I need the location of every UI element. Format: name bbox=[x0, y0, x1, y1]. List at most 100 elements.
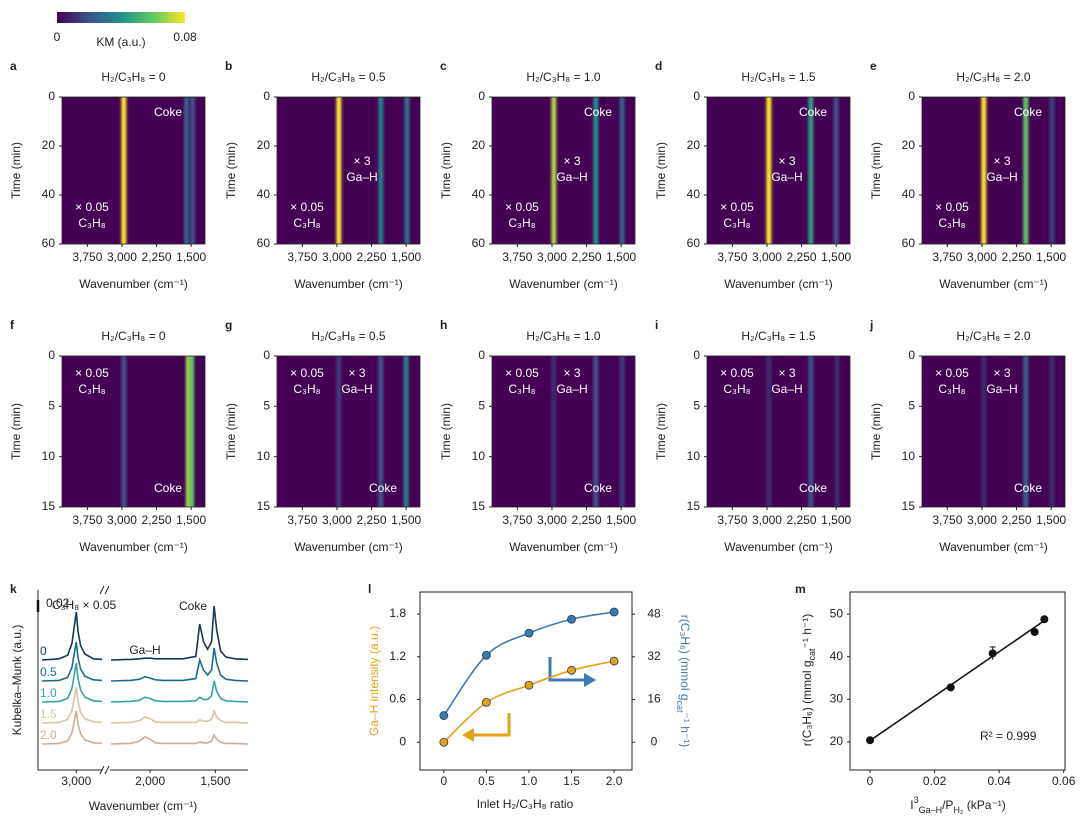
annotation: × 0.05 bbox=[505, 366, 539, 380]
colorbar bbox=[57, 12, 185, 23]
annotation: Ga–H bbox=[771, 170, 802, 184]
y-tick-label: 40 bbox=[687, 187, 701, 201]
series-label: 0 bbox=[40, 644, 47, 658]
point bbox=[946, 683, 955, 692]
panel-letter: b bbox=[225, 59, 232, 73]
panel-letter: a bbox=[10, 59, 17, 73]
annotation: × 3 bbox=[993, 154, 1010, 168]
annotation: × 3 bbox=[353, 154, 370, 168]
heatmap-background bbox=[277, 356, 420, 507]
label-part: (kPa⁻¹) bbox=[963, 798, 1005, 812]
point bbox=[988, 649, 997, 658]
band bbox=[336, 97, 342, 244]
y-tick-label: 0 bbox=[478, 89, 485, 103]
band bbox=[833, 97, 839, 244]
y-tick-label: 15 bbox=[42, 499, 56, 513]
x-axis-label: Wavenumber (cm⁻¹) bbox=[294, 277, 403, 291]
annotation: × 0.05 bbox=[720, 366, 754, 380]
annotation: Ga–H bbox=[341, 382, 372, 396]
series-label: 1.5 bbox=[40, 707, 57, 721]
x-axis-label: Wavenumber (cm⁻¹) bbox=[79, 277, 188, 291]
x-tick-label: 1,500 bbox=[606, 250, 636, 264]
x-tick-label: 0 bbox=[867, 774, 874, 788]
x-tick-label: 2,250 bbox=[572, 513, 602, 527]
point bbox=[482, 697, 491, 707]
panel-letter: h bbox=[440, 318, 447, 332]
y-axis-label: Time (min) bbox=[224, 142, 238, 199]
y-tick-label: 0 bbox=[478, 348, 485, 362]
panel-title: H₂/C₃H₈ = 1.0 bbox=[526, 70, 601, 84]
x-tick-label: 3,750 bbox=[72, 513, 102, 527]
annotation: C₃H₈ bbox=[938, 382, 965, 396]
fit-line bbox=[869, 617, 1049, 742]
heatmap-background bbox=[492, 356, 635, 507]
x-tick-label: 2,250 bbox=[357, 513, 387, 527]
annotation: Ga–H bbox=[556, 382, 587, 396]
panel-letter: f bbox=[10, 318, 15, 332]
x-axis-label: I3Ga–H/PH₂ (kPa⁻¹) bbox=[910, 795, 1006, 815]
x-axis-label: Wavenumber (cm⁻¹) bbox=[89, 799, 198, 813]
band bbox=[593, 97, 599, 244]
colorbar-label: KM (a.u.) bbox=[96, 35, 145, 49]
y-tick-label: 10 bbox=[472, 449, 486, 463]
y-tick-label: 20 bbox=[472, 138, 486, 152]
band bbox=[619, 97, 625, 244]
y-tick-label: 60 bbox=[257, 236, 271, 250]
panel-title: H₂/C₃H₈ = 1.0 bbox=[526, 329, 601, 343]
panel-letter: l bbox=[368, 582, 371, 596]
x-axis-label: Wavenumber (cm⁻¹) bbox=[939, 277, 1048, 291]
annotation: Coke bbox=[369, 481, 397, 495]
point bbox=[439, 711, 449, 720]
y-tick-label: 20 bbox=[830, 734, 844, 748]
y-tick-label: 10 bbox=[902, 449, 916, 463]
y-tick-label: 10 bbox=[687, 449, 701, 463]
y-tick-label: 10 bbox=[257, 449, 271, 463]
x-tick-label: 3,750 bbox=[932, 250, 962, 264]
annotation: Ga–H bbox=[346, 170, 377, 184]
band bbox=[403, 356, 409, 507]
y-tick-label: 0 bbox=[263, 348, 270, 362]
point bbox=[609, 607, 619, 617]
y-tick-label: 5 bbox=[48, 399, 55, 413]
heatmap-background bbox=[922, 356, 1065, 507]
annotation: Coke bbox=[584, 105, 612, 119]
annotation: × 0.05 bbox=[935, 366, 969, 380]
y-axis-label: Time (min) bbox=[869, 403, 883, 460]
annotation: × 0.05 bbox=[290, 200, 324, 214]
annotation: × 0.05 bbox=[75, 200, 109, 214]
plot-frame bbox=[419, 591, 633, 771]
x-tick-label: 3,750 bbox=[502, 513, 532, 527]
band bbox=[404, 97, 410, 244]
plot-frame bbox=[276, 355, 421, 508]
y-tick-label: 40 bbox=[257, 187, 271, 201]
label-part: r(C₃H₆) (mmol g bbox=[678, 615, 692, 701]
x-tick-label: 3,000 bbox=[967, 513, 997, 527]
y-tick-label: 0 bbox=[693, 89, 700, 103]
y-tick-label: 20 bbox=[42, 138, 56, 152]
annotation: Ga–H bbox=[556, 170, 587, 184]
x-tick-label: 0.04 bbox=[987, 774, 1011, 788]
x-tick-label: 0.06 bbox=[1052, 774, 1076, 788]
annotation: Coke bbox=[799, 481, 827, 495]
y-axis-label: Kubelka–Munk (a.u.) bbox=[10, 625, 24, 736]
y-tick-label: 1.8 bbox=[389, 606, 406, 620]
panel-title: H₂/C₃H₈ = 0 bbox=[101, 329, 166, 343]
x-tick-label: 3,000 bbox=[107, 250, 137, 264]
annotation: C₃H₈ bbox=[723, 216, 750, 230]
band bbox=[190, 97, 196, 244]
label-part: r(C₃H₆) (mmol g bbox=[800, 660, 814, 746]
x-tick-label: 2,250 bbox=[1002, 513, 1032, 527]
y2-tick-label: 32 bbox=[647, 649, 661, 663]
y-tick-label: 20 bbox=[687, 138, 701, 152]
label-part: cat bbox=[675, 701, 685, 714]
x-axis-label: Wavenumber (cm⁻¹) bbox=[294, 540, 403, 554]
annotation: × 0.05 bbox=[505, 200, 539, 214]
y-tick-label: 0 bbox=[48, 89, 55, 103]
panel-title: H₂/C₃H₈ = 0.5 bbox=[311, 329, 386, 343]
heatmap-background bbox=[62, 356, 205, 507]
panel-letter: g bbox=[225, 318, 232, 332]
band bbox=[551, 97, 557, 244]
annotation: C₃H₈ bbox=[293, 382, 320, 396]
point bbox=[567, 665, 576, 675]
y-tick-label: 0.6 bbox=[389, 692, 406, 706]
